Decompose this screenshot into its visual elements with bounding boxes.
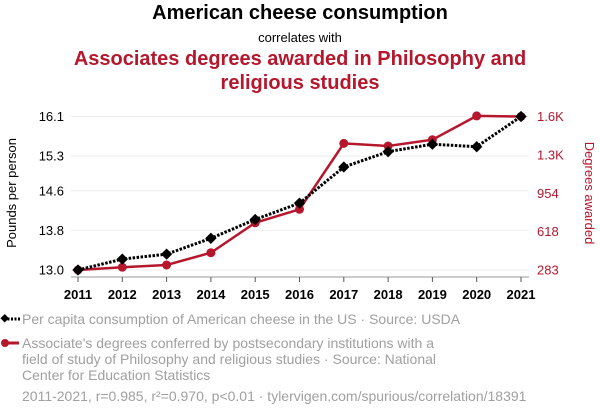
left-tick-label: 13.0 (39, 263, 64, 278)
x-tick-label: 2012 (108, 287, 137, 302)
black-diamond-dotted-line-icon (0, 314, 20, 323)
right-tick-label: 283 (537, 263, 559, 278)
x-tick-label: 2020 (462, 287, 491, 302)
degrees-point-2017 (339, 138, 349, 148)
degrees-point-2016 (295, 204, 304, 214)
cheese-point-2016 (293, 197, 306, 209)
degrees-point-2012 (117, 262, 127, 272)
right-axis-label: Degrees awarded (582, 142, 597, 245)
left-tick-label: 14.6 (39, 183, 64, 198)
cheese-point-2012 (116, 253, 128, 265)
cheese-point-2019 (426, 138, 439, 150)
left-axis-label: Pounds per person (4, 138, 19, 248)
right-axis-ticks: 283 618 954 1.3K 1.6K (537, 109, 564, 278)
x-tick-label: 2017 (329, 287, 358, 302)
series-degrees-line (77, 114, 522, 272)
x-tick-label: 2015 (241, 287, 270, 302)
x-tick-label: 2013 (152, 287, 181, 302)
series-degrees (73, 111, 526, 275)
x-tick-label: 2021 (507, 287, 536, 302)
legend-text-cheese: Per capita consumption of American chees… (22, 311, 461, 327)
x-tick-label: 2014 (196, 287, 226, 302)
degrees-point-2020 (472, 111, 482, 121)
x-axis-ticks: 2011 2012 2013 2014 2015 2016 2017 2018 2019 2020… (64, 277, 536, 302)
cheese-point-2013 (160, 248, 173, 260)
x-tick-label: 2019 (418, 287, 447, 302)
right-tick-label: 954 (537, 186, 559, 201)
chart-subtitle: Associates degrees awarded in Philosophy… (73, 48, 527, 94)
cheese-point-2015 (249, 213, 261, 226)
left-tick-label: 16.1 (39, 109, 64, 124)
right-tick-label: 1.3K (537, 147, 564, 162)
chart-connector-text: correlates with (258, 30, 342, 45)
degrees-point-2014 (206, 248, 216, 258)
left-tick-label: 15.3 (39, 149, 64, 164)
left-tick-label: 13.8 (39, 223, 64, 238)
cheese-point-2018 (382, 145, 394, 158)
cheese-point-2020 (471, 141, 483, 153)
chart-title: American cheese consumption (152, 2, 448, 24)
cheese-point-2014 (205, 232, 217, 244)
series-cheese-line (77, 115, 522, 272)
footer-stats: 2011-2021, r=0.985, r²=0.970, p<0.01 · t… (22, 388, 527, 404)
right-tick-label: 618 (537, 224, 559, 239)
cheese-point-2017 (338, 161, 350, 173)
x-tick-label: 2016 (285, 287, 314, 302)
right-tick-label: 1.6K (537, 109, 564, 124)
series-cheese (72, 110, 527, 276)
degrees-point-2013 (162, 260, 172, 270)
red-circle-solid-line-icon (1, 339, 19, 347)
gridlines (71, 116, 529, 271)
legend-text-degrees: Associate's degrees conferred by postsec… (22, 335, 437, 383)
x-tick-label: 2011 (64, 287, 92, 302)
left-axis-ticks: 13.0 13.8 14.6 15.3 16.1 (39, 109, 64, 278)
cheese-point-2011 (72, 264, 84, 276)
x-tick-label: 2018 (374, 287, 403, 302)
